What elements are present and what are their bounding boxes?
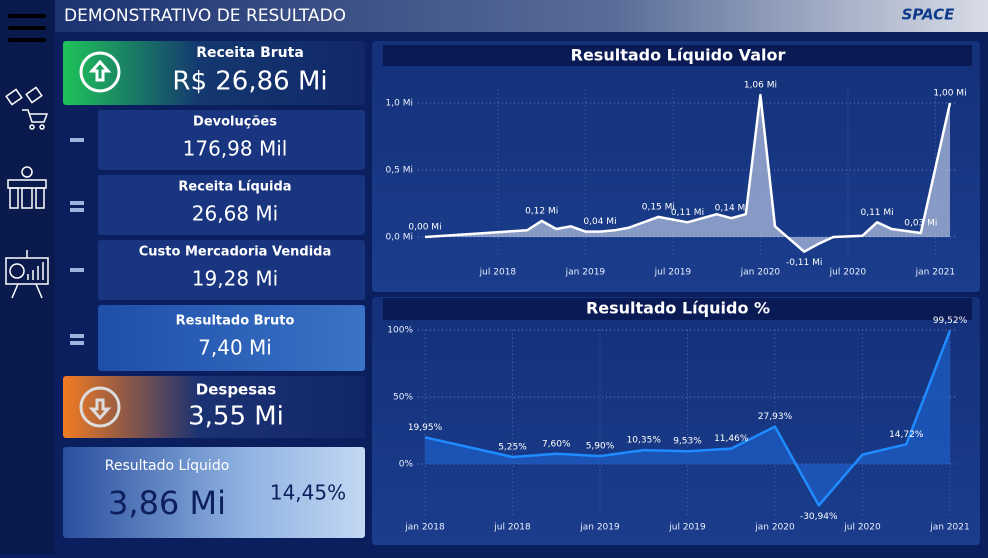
data-label: 0,15 Mi: [642, 202, 675, 212]
logo: SPACE: [902, 6, 956, 24]
chart-title: Resultado Líquido Valor: [571, 46, 786, 65]
data-label: 0,12 Mi: [525, 206, 558, 216]
card: [63, 41, 365, 105]
kpi-label: Resultado Bruto: [176, 314, 295, 329]
x-tick-label: jul 2020: [843, 523, 881, 533]
x-tick-label: jul 2018: [479, 268, 517, 278]
x-tick-label: jan 2021: [915, 268, 956, 278]
card: [98, 175, 365, 235]
kpi-value: 7,40 Mi: [198, 336, 272, 360]
x-tick-label: jul 2019: [668, 523, 706, 533]
header-title: DEMONSTRATIVO DE RESULTADO: [64, 6, 346, 26]
kpi-label: Custo Mercadoria Vendida: [139, 245, 332, 260]
minus-sign: [70, 138, 84, 142]
line: [424, 330, 952, 507]
data-label: 0,04 Mi: [583, 217, 616, 227]
finance-icon[interactable]: [7, 166, 47, 209]
data-label: 0,11 Mi: [860, 208, 893, 218]
data-label: -0,11 Mi: [786, 258, 822, 268]
y-tick-label: 0,0 Mi: [386, 233, 413, 243]
data-label: 0,11 Mi: [671, 208, 704, 218]
minus-sign: [70, 268, 84, 272]
card: [63, 447, 365, 538]
data-label: 27,93%: [758, 412, 793, 422]
line: [424, 93, 952, 253]
data-label: 10,35%: [627, 436, 662, 446]
x-tick-label: jul 2020: [829, 268, 867, 278]
chart-panel: [372, 41, 980, 292]
chart-title-bar: [383, 45, 972, 66]
x-tick-label: jan 2019: [565, 268, 606, 278]
x-tick-label: jan 2020: [740, 268, 781, 278]
data-label: 1,00 Mi: [933, 89, 966, 99]
expense-icon: [79, 386, 121, 428]
kpi-value: 3,86 Mi: [108, 484, 226, 522]
data-label: 0,14 Mi: [715, 204, 748, 214]
money-icon: [79, 51, 121, 93]
data-label: 5,25%: [498, 442, 527, 452]
y-tick-label: 1,0 Mi: [386, 99, 413, 109]
area: [425, 95, 950, 252]
card: [98, 240, 365, 300]
x-tick-label: jan 2021: [929, 523, 970, 533]
data-label: -30,94%: [800, 512, 838, 522]
data-label: 0,00 Mi: [408, 223, 441, 233]
data-label: 99,52%: [933, 316, 968, 326]
data-label: 7,60%: [542, 439, 571, 449]
header-bar: [55, 0, 988, 32]
kpi-label: Despesas: [196, 381, 277, 399]
data-label: 14,72%: [889, 430, 924, 440]
x-tick-label: jul 2018: [493, 523, 531, 533]
kpi-label: Receita Líquida: [178, 180, 291, 195]
menu-icon[interactable]: [8, 14, 46, 42]
area: [425, 330, 950, 506]
data-label: 0,03 Mi: [904, 218, 937, 228]
y-tick-label: 0%: [399, 460, 414, 470]
x-tick-label: jan 2018: [404, 523, 445, 533]
kpi-value: 19,28 Mi: [192, 267, 278, 291]
x-tick-label: jan 2019: [579, 523, 620, 533]
x-tick-label: jul 2019: [654, 268, 692, 278]
kpi-label: Devoluções: [193, 115, 277, 130]
y-tick-label: 0,5 Mi: [386, 166, 413, 176]
kpi-percent: 14,45%: [270, 481, 346, 505]
card: [63, 376, 365, 438]
kpi-value: R$ 26,86 Mi: [172, 67, 327, 97]
report-icon[interactable]: [5, 250, 49, 299]
kpi-value: 26,68 Mi: [192, 202, 278, 226]
sales-icon[interactable]: [5, 86, 49, 130]
y-tick-label: 50%: [393, 393, 413, 403]
data-label: 11,46%: [714, 434, 749, 444]
data-label: 1,06 Mi: [744, 80, 777, 90]
y-tick-label: 100%: [387, 326, 413, 336]
kpi-label: Receita Bruta: [196, 45, 304, 61]
kpi-value: 3,55 Mi: [188, 402, 284, 432]
equals-sign: [70, 334, 84, 345]
chart-panel: [372, 297, 980, 545]
kpi-label: Resultado Líquido: [105, 458, 230, 474]
data-label: 19,95%: [408, 423, 443, 433]
equals-sign: [70, 201, 84, 212]
data-label: 5,90%: [586, 442, 615, 452]
kpi-value: 176,98 Mil: [183, 137, 288, 161]
chart-title: Resultado Líquido %: [586, 299, 770, 318]
chart-title-bar: [383, 298, 972, 320]
data-label: 9,53%: [673, 437, 702, 447]
card: [98, 110, 365, 170]
x-tick-label: jan 2020: [754, 523, 795, 533]
card: [98, 305, 365, 371]
